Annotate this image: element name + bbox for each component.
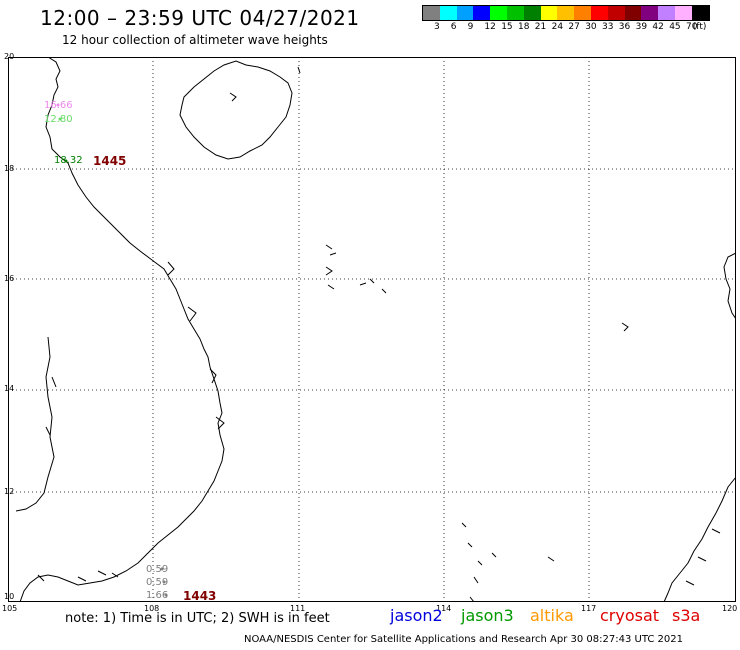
legend-label: 36 xyxy=(618,22,631,32)
legend-label: (ft) xyxy=(692,22,707,32)
islands-paracel xyxy=(325,244,387,294)
coastline-hainan xyxy=(179,60,293,160)
footer-credit: NOAA/NESDIS Center for Satellite Applica… xyxy=(244,634,683,645)
legend-label: 30 xyxy=(585,22,597,32)
legend-swatch xyxy=(423,6,440,20)
legend-swatch xyxy=(439,6,457,20)
track-point xyxy=(164,593,168,597)
lat-label-14: 14 xyxy=(4,384,15,393)
legend-label: 42 xyxy=(652,22,664,32)
islet-east xyxy=(621,322,629,332)
legend-label: 21 xyxy=(534,22,547,32)
legend-swatch xyxy=(506,6,524,20)
legend-swatch xyxy=(624,6,642,20)
altimeter-map xyxy=(8,57,736,602)
satellite-label-jason3: jason3 xyxy=(461,606,514,625)
lat-label-12: 12 xyxy=(4,487,15,496)
legend-label: 12 xyxy=(484,22,496,32)
legend-swatch xyxy=(557,6,575,20)
legend-label: 18 xyxy=(518,22,530,32)
islands-spratly xyxy=(461,522,555,602)
map-title: 12:00 – 23:59 UTC 04/27/2021 xyxy=(40,6,360,30)
altimeter-tracks xyxy=(56,103,168,597)
legend-swatch xyxy=(641,6,659,20)
pass-time-label: 1443 xyxy=(183,589,217,603)
legend-label: 9 xyxy=(467,22,474,32)
wave-height-label: 0.59 xyxy=(146,577,169,588)
coastline-palawan xyxy=(663,476,736,602)
legend-label: 15 xyxy=(501,22,513,32)
legend-swatch xyxy=(674,6,692,20)
legend-color-bar xyxy=(422,5,710,21)
legend-label: 45 xyxy=(669,22,681,32)
lon-label-111: 111 xyxy=(290,604,306,613)
wave-height-label: 18.32 xyxy=(54,155,83,166)
legend-label: 6 xyxy=(450,22,457,32)
lon-label-117: 117 xyxy=(581,604,597,613)
legend-swatch xyxy=(607,6,625,20)
legend-swatch xyxy=(523,6,541,20)
satellite-label-cryosat: cryosat xyxy=(600,606,660,625)
track-point xyxy=(56,103,60,107)
lat-label-18: 18 xyxy=(4,164,15,173)
wave-height-label: 16.66 xyxy=(44,100,73,111)
legend-label: 24 xyxy=(551,22,564,32)
legend-label: 70 xyxy=(686,22,698,32)
lon-label-105: 105 xyxy=(2,604,18,613)
coastline-west-detail xyxy=(45,376,57,436)
coastline-luzon xyxy=(723,252,736,320)
satellite-label-s3a: s3a xyxy=(672,606,701,625)
wave-height-label: 0.59 xyxy=(146,564,169,575)
satellite-label-altika: altika xyxy=(530,606,574,625)
coastline-west xyxy=(15,336,55,512)
legend-swatch xyxy=(590,6,608,20)
pass-time-label: 1445 xyxy=(93,154,127,168)
map-canvas xyxy=(8,57,736,602)
coastline-palawan-detail xyxy=(685,528,721,586)
legend-label: 27 xyxy=(568,22,580,32)
track-point xyxy=(162,580,166,584)
map-frame xyxy=(8,57,736,602)
track-point xyxy=(64,159,68,163)
track-point xyxy=(160,567,164,571)
lat-label-20: 20 xyxy=(4,52,15,61)
islands-gulf xyxy=(37,570,119,582)
wave-height-legend: 3 6 9 12 15 18 21 24 27 30 33 36 39 42 45 70 (ft) xyxy=(422,5,727,39)
coastline-vietnam xyxy=(19,57,225,602)
legend-swatch xyxy=(691,6,709,20)
legend-swatch xyxy=(473,6,491,20)
coastline-hainan-detail xyxy=(229,66,301,102)
lon-label-120: 120 xyxy=(722,604,738,613)
wave-height-label: 1.66 xyxy=(146,590,169,601)
wave-height-label: 12.80 xyxy=(44,114,73,125)
lat-label-16: 16 xyxy=(4,274,15,283)
legend-label: 3 xyxy=(434,22,440,32)
lat-label-10: 10 xyxy=(4,592,15,601)
legend-label: 39 xyxy=(635,22,648,32)
legend-swatch xyxy=(540,6,558,20)
track-point xyxy=(58,117,62,121)
legend-swatch xyxy=(658,6,675,20)
legend-label: 33 xyxy=(602,22,614,32)
satellite-label-jason2: jason2 xyxy=(390,606,443,625)
legend-swatch xyxy=(574,6,591,20)
lon-label-114: 114 xyxy=(436,604,452,613)
footer-note: note: 1) Time is in UTC; 2) SWH is in fe… xyxy=(65,611,330,626)
legend-swatch xyxy=(456,6,474,20)
coastline-vietnam-detail xyxy=(167,261,225,430)
map-subtitle: 12 hour collection of altimeter wave hei… xyxy=(62,33,328,47)
legend-swatch xyxy=(490,6,507,20)
lon-label-108: 108 xyxy=(144,604,160,613)
